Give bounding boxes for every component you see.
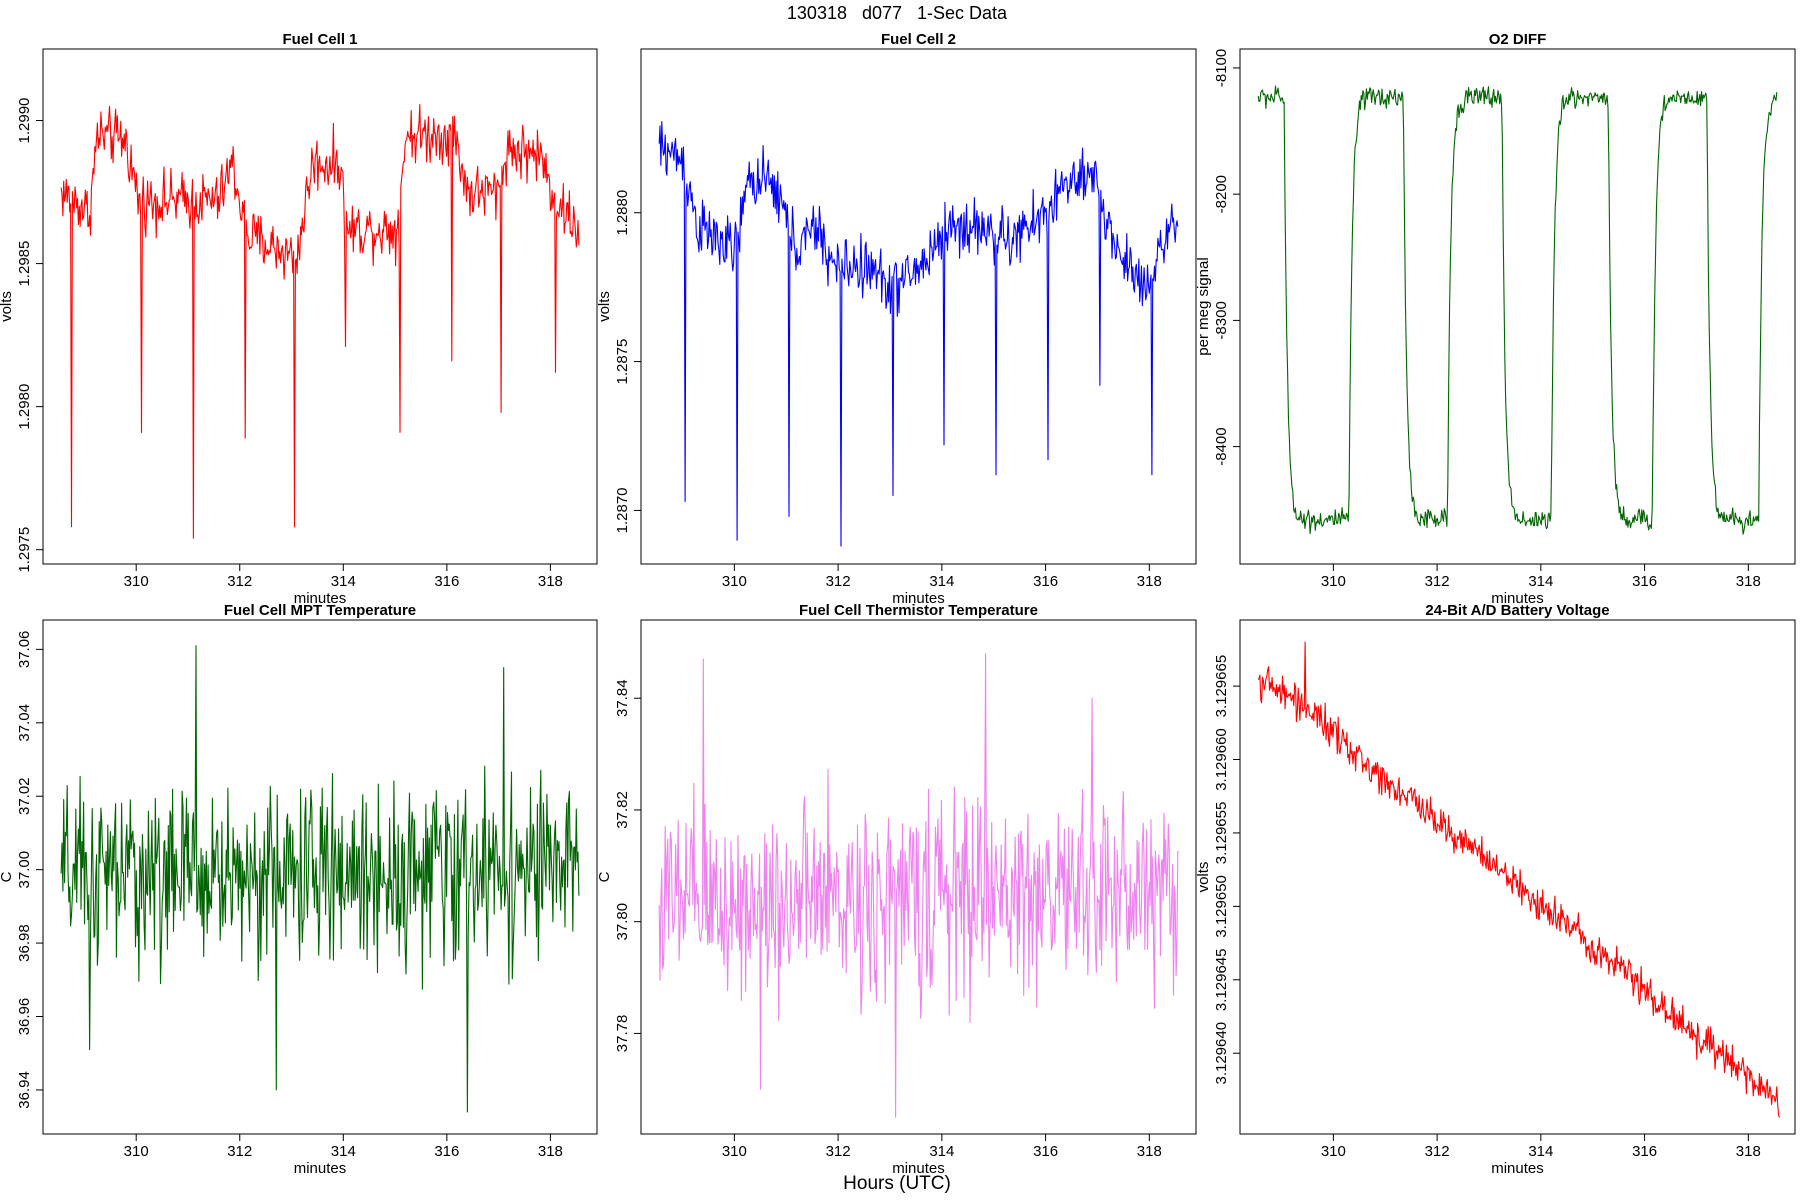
plot-frame — [1239, 48, 1796, 565]
y-tick-label: -8200 — [1213, 175, 1230, 213]
y-axis-label: volts — [0, 291, 15, 322]
panel-title: Fuel Cell 1 — [282, 31, 357, 48]
x-tick-label: 312 — [1425, 1143, 1450, 1160]
panel-title: Fuel Cell 2 — [881, 31, 956, 48]
y-tick-label: -8300 — [1213, 301, 1230, 339]
x-tick-label: 318 — [1137, 573, 1162, 590]
data-series-line — [60, 104, 580, 539]
y-tick-label: 1.2985 — [16, 241, 33, 287]
y-axis-label: C — [596, 871, 613, 882]
x-tick-label: 310 — [1321, 573, 1346, 590]
panel-5: Fuel Cell Thermistor Temperature 310 312 31… — [596, 602, 1197, 1177]
x-tick-label: 316 — [1632, 573, 1657, 590]
y-tick-label: 3.129650 — [1213, 875, 1230, 938]
x-tick-label: 316 — [1033, 1143, 1058, 1160]
x-tick-label: 318 — [1736, 1143, 1761, 1160]
panel-title: Fuel Cell MPT Temperature — [224, 602, 416, 619]
x-tick-label: 312 — [227, 1143, 252, 1160]
y-tick-label: 3.129640 — [1213, 1022, 1230, 1085]
x-tick-label: 318 — [538, 573, 563, 590]
x-tick-label: 318 — [1736, 573, 1761, 590]
y-axis-label: volts — [1195, 862, 1212, 893]
x-tick-label: 318 — [1137, 1143, 1162, 1160]
figure-title: 130318 d077 1-Sec Data — [787, 3, 1008, 23]
y-axis-label: volts — [596, 291, 613, 322]
x-axis-label: minutes — [294, 590, 347, 607]
y-tick-label: 37.04 — [16, 704, 33, 742]
y-tick-label: 37.80 — [614, 903, 631, 941]
y-tick-label: 1.2870 — [614, 487, 631, 533]
panel-title: Fuel Cell Thermistor Temperature — [799, 602, 1038, 619]
panel-2: Fuel Cell 2 310 312 314 316 318 minutes 1.2870 1… — [596, 31, 1197, 607]
panel-6: 24-Bit A/D Battery Voltage 310 312 314 316 31… — [1195, 602, 1796, 1177]
panel-3: O2 DIFF 310 312 314 316 318 minutes -8400 -8300 -… — [1195, 31, 1796, 607]
x-tick-label: 310 — [722, 1143, 747, 1160]
y-tick-label: 1.2875 — [614, 339, 631, 385]
x-axis-label: minutes — [294, 1160, 347, 1177]
y-tick-label: 37.02 — [16, 777, 33, 815]
x-tick-label: 314 — [929, 573, 954, 590]
x-tick-label: 314 — [1528, 573, 1553, 590]
plot-frame — [640, 619, 1197, 1135]
x-tick-label: 316 — [434, 573, 459, 590]
y-tick-label: 37.06 — [16, 631, 33, 669]
y-tick-label: 37.00 — [16, 851, 33, 889]
data-series-line — [60, 645, 580, 1113]
x-axis-label: minutes — [892, 590, 945, 607]
x-tick-label: 310 — [124, 1143, 149, 1160]
panel-1: Fuel Cell 1 310 312 314 316 318 minutes 1.2975 1… — [0, 31, 598, 607]
x-tick-label: 314 — [331, 573, 356, 590]
x-tick-label: 316 — [1632, 1143, 1657, 1160]
panel-title: O2 DIFF — [1489, 31, 1547, 48]
x-tick-label: 314 — [1528, 1143, 1553, 1160]
panel-title: 24-Bit A/D Battery Voltage — [1425, 602, 1609, 619]
x-tick-label: 310 — [722, 573, 747, 590]
y-tick-label: 37.84 — [614, 679, 631, 717]
hours-utc-label: Hours (UTC) — [843, 1173, 951, 1194]
y-tick-label: 3.129660 — [1213, 728, 1230, 791]
y-tick-label: 37.82 — [614, 791, 631, 829]
y-axis-label: C — [0, 871, 15, 882]
y-tick-label: 3.129665 — [1213, 655, 1230, 718]
x-axis-label: minutes — [1491, 590, 1544, 607]
y-tick-label: 36.96 — [16, 998, 33, 1036]
data-series-line — [1257, 85, 1778, 535]
y-tick-label: 3.129655 — [1213, 802, 1230, 865]
y-tick-label: 37.78 — [614, 1015, 631, 1053]
y-tick-label: 3.129645 — [1213, 949, 1230, 1012]
data-series-line — [658, 652, 1179, 1118]
x-tick-label: 310 — [1321, 1143, 1346, 1160]
y-axis-label: per meg signal — [1195, 257, 1212, 355]
y-tick-label: 1.2880 — [614, 190, 631, 236]
x-tick-label: 310 — [124, 573, 149, 590]
x-tick-label: 314 — [331, 1143, 356, 1160]
plot-frame — [1239, 619, 1796, 1135]
plot-frame — [42, 619, 598, 1135]
x-tick-label: 312 — [227, 573, 252, 590]
y-tick-label: 1.2980 — [16, 384, 33, 430]
x-tick-label: 316 — [434, 1143, 459, 1160]
y-tick-label: -8400 — [1213, 427, 1230, 465]
plot-panels: Fuel Cell 1 310 312 314 316 318 minutes 1.2975 1… — [0, 31, 1796, 1177]
x-tick-label: 318 — [538, 1143, 563, 1160]
plot-frame — [42, 48, 598, 565]
x-tick-label: 312 — [826, 1143, 851, 1160]
x-tick-label: 312 — [1425, 573, 1450, 590]
x-tick-label: 312 — [826, 573, 851, 590]
x-axis-label: minutes — [1491, 1160, 1544, 1177]
y-tick-label: 1.2975 — [16, 527, 33, 573]
y-tick-label: 36.94 — [16, 1071, 33, 1109]
panel-4: Fuel Cell MPT Temperature 310 312 314 316 318… — [0, 602, 598, 1177]
x-tick-label: 316 — [1033, 573, 1058, 590]
y-tick-label: 36.98 — [16, 924, 33, 962]
y-tick-label: 1.2990 — [16, 98, 33, 144]
plot-frame — [640, 48, 1197, 565]
data-series-line — [1257, 641, 1780, 1118]
data-series-line — [658, 121, 1179, 547]
y-tick-label: -8100 — [1213, 49, 1230, 87]
x-axis-label: minutes — [892, 1160, 945, 1177]
x-tick-label: 314 — [929, 1143, 954, 1160]
